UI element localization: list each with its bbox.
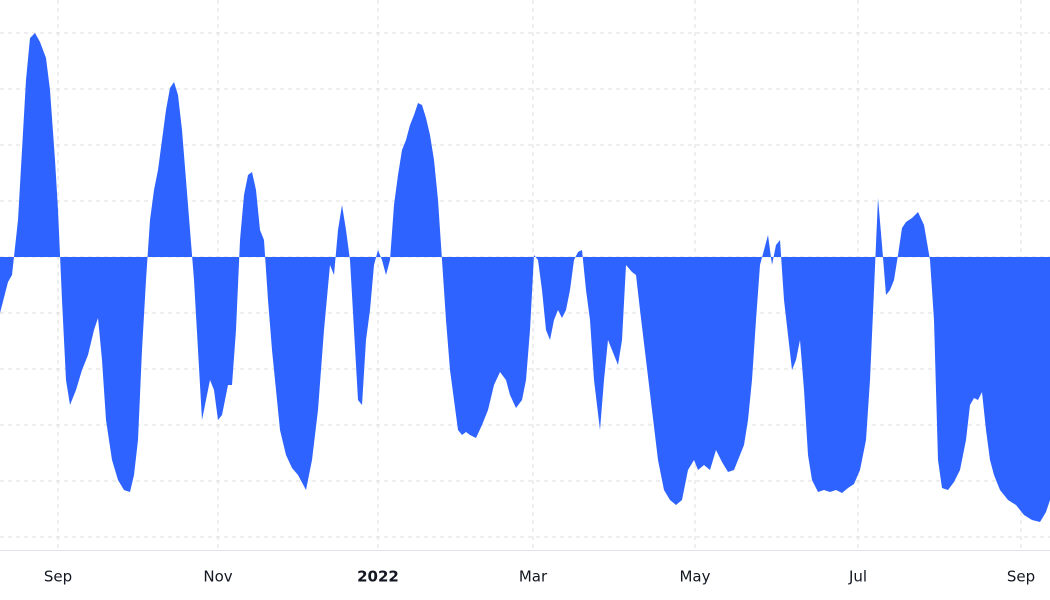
x-tick-label: Sep <box>1007 568 1035 586</box>
x-tick-label: Nov <box>203 568 232 586</box>
x-tick-label: 2022 <box>357 568 399 586</box>
area <box>0 33 1050 522</box>
x-tick-label: Sep <box>44 568 72 586</box>
x-tick-label: May <box>679 568 710 586</box>
x-tick-label: Jul <box>848 568 867 586</box>
x-tick-label: Mar <box>519 568 548 586</box>
